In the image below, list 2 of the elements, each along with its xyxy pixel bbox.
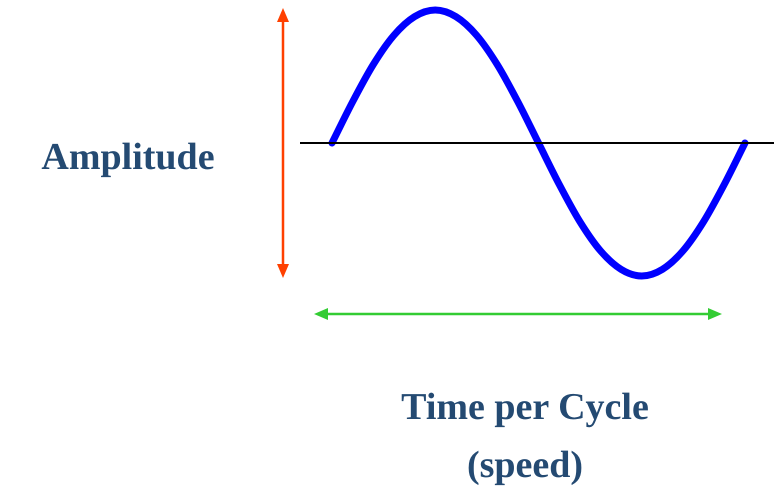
y-axis-title: Amplitude [40,135,216,180]
x-axis-title: Time per Cycle (speed) [400,385,650,488]
